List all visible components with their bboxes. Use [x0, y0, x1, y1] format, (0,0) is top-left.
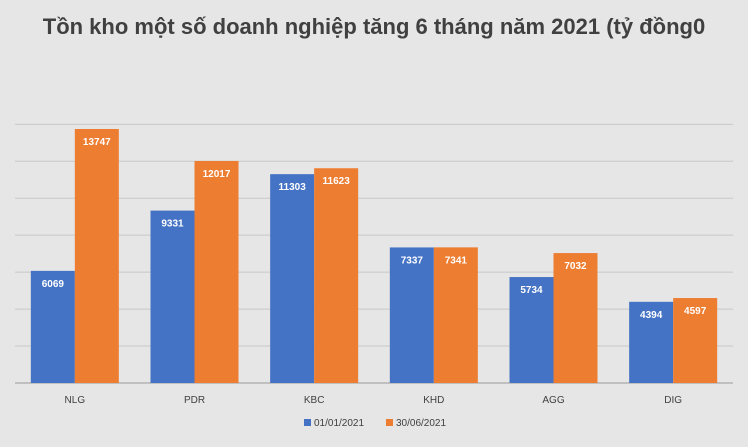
- bar-pdr-series-2: [194, 160, 239, 383]
- x-tick-label: AGG: [542, 395, 564, 406]
- legend-swatch-series-1: [304, 419, 311, 426]
- x-tick-label: PDR: [184, 395, 205, 406]
- data-label-nlg-series-1: 6069: [42, 279, 65, 290]
- legend-swatch-series-2: [386, 419, 393, 426]
- bar-kbc-series-1: [270, 174, 315, 383]
- data-label-pdr-series-1: 9331: [161, 219, 184, 230]
- bar-khd-series-2: [433, 247, 478, 383]
- data-label-kbc-series-2: 11623: [323, 176, 351, 187]
- bar-kbc-series-2: [314, 168, 359, 383]
- x-tick-label: KHD: [423, 395, 444, 406]
- data-label-khd-series-1: 7337: [401, 255, 424, 266]
- data-label-dig-series-2: 4597: [684, 306, 707, 317]
- x-tick-label: DIG: [664, 395, 682, 406]
- legend-label-series-2: 30/06/2021: [396, 418, 446, 429]
- bar-agg-series-1: [509, 277, 554, 383]
- data-label-agg-series-2: 7032: [564, 261, 587, 272]
- x-tick-label: NLG: [65, 395, 86, 406]
- chart-title: Tồn kho một số doanh nghiệp tăng 6 tháng…: [42, 14, 706, 39]
- bar-pdr-series-1: [150, 210, 195, 383]
- legend-label-series-1: 01/01/2021: [314, 418, 364, 429]
- bar-khd-series-1: [389, 247, 434, 383]
- data-label-khd-series-2: 7341: [445, 255, 468, 266]
- bar-nlg-series-2: [74, 129, 119, 383]
- data-label-dig-series-1: 4394: [640, 310, 663, 321]
- data-label-kbc-series-1: 11303: [279, 182, 307, 193]
- bar-dig-series-2: [673, 298, 718, 383]
- x-tick-label: KBC: [304, 395, 325, 406]
- data-label-nlg-series-2: 13747: [83, 137, 111, 148]
- data-label-pdr-series-2: 12017: [203, 169, 231, 180]
- bar-dig-series-1: [629, 301, 674, 383]
- data-label-agg-series-1: 5734: [520, 285, 543, 296]
- bar-nlg-series-1: [30, 270, 75, 383]
- bar-agg-series-2: [553, 253, 598, 383]
